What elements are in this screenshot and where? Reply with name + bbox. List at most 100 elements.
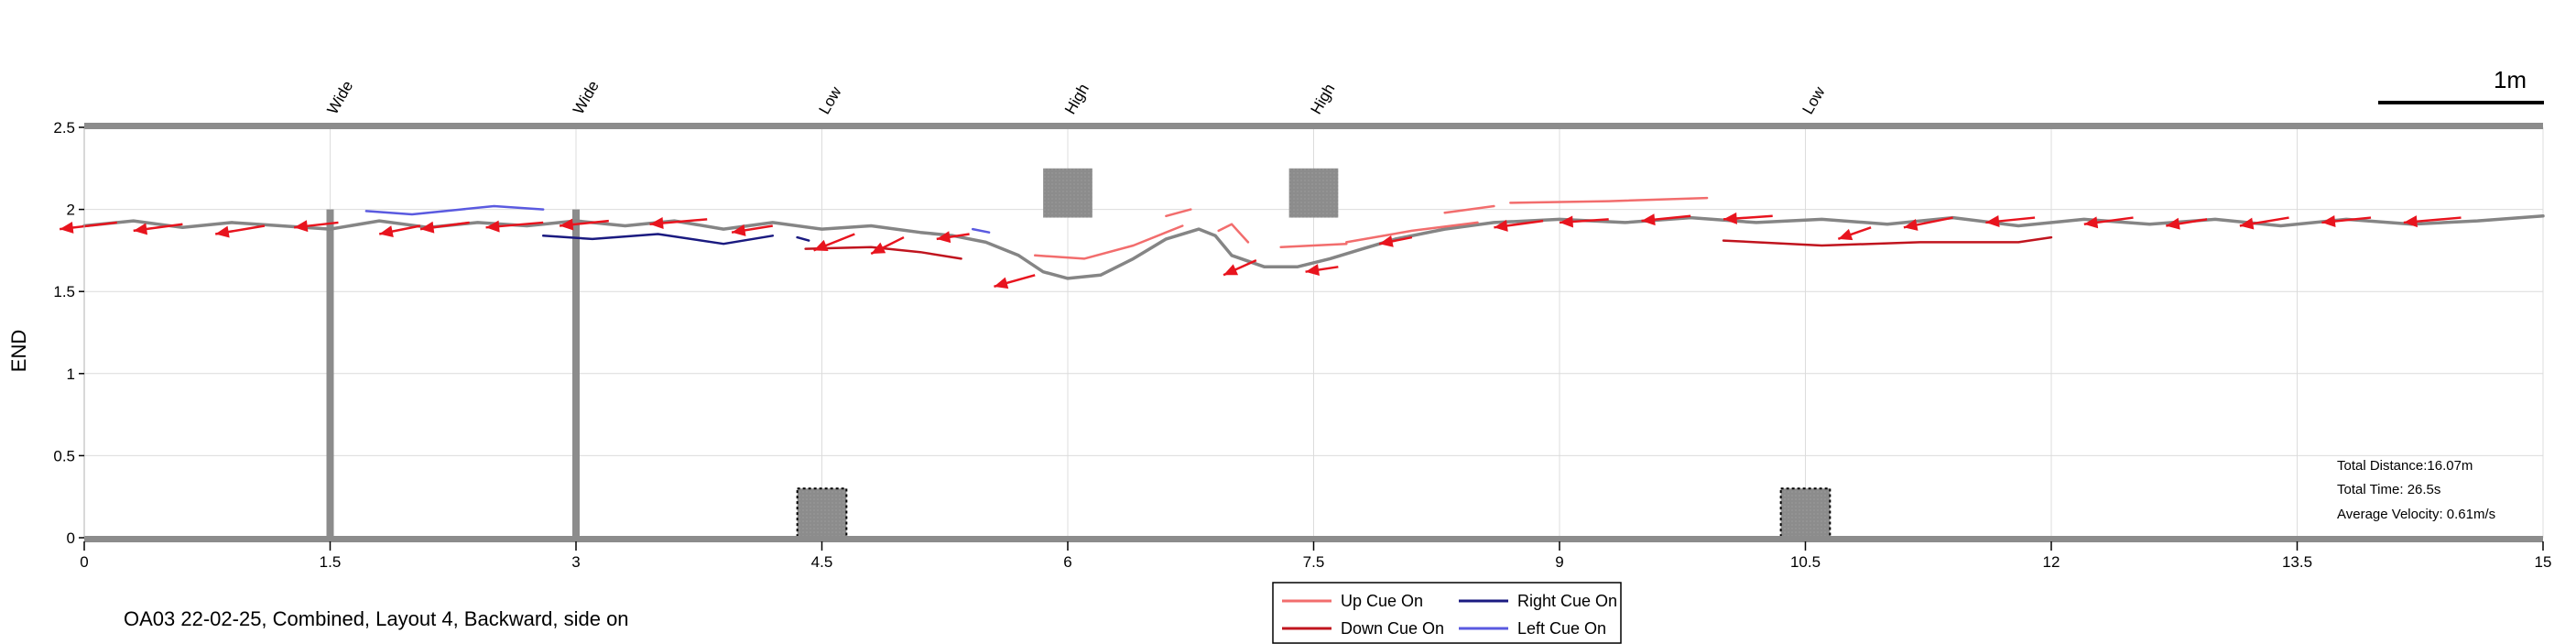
direction-arrow	[649, 216, 708, 229]
direction-arrow	[1559, 215, 1609, 228]
total-time: Total Time: 26.5s	[2337, 482, 2440, 497]
total-distance: Total Distance:16.07m	[2337, 458, 2473, 474]
direction-arrow	[870, 235, 905, 256]
arrow-head	[1838, 228, 1853, 241]
arrow-head	[813, 239, 829, 252]
series-up-segment	[1165, 208, 1192, 218]
legend-label-right: Right Cue On	[1517, 592, 1617, 610]
series-down-segment	[804, 246, 962, 260]
arrow-head	[215, 225, 230, 238]
legend: Up Cue On Right Cue On Down Cue On Left …	[1272, 582, 1622, 644]
y-tick-label: 0	[67, 529, 75, 547]
x-tick-label: 4.5	[811, 553, 833, 571]
scale-bar: 1m	[2378, 66, 2544, 104]
direction-arrow	[293, 220, 339, 233]
y-tick-label: 2	[67, 202, 75, 219]
plot-frame	[83, 123, 2543, 542]
pole-obstacle	[572, 209, 580, 538]
series-down-segment	[1722, 235, 2053, 247]
series-up-segment	[1443, 204, 1495, 214]
legend-label-down: Down Cue On	[1341, 619, 1444, 638]
direction-arrow	[419, 221, 470, 234]
scale-bar-label: 1m	[2494, 66, 2527, 93]
arrow-head	[1379, 235, 1394, 247]
direction-arrow	[133, 223, 183, 235]
series-up-segment	[1279, 242, 1348, 249]
low-block-obstacle	[1779, 487, 1831, 539]
series-right-segment	[541, 233, 775, 246]
high-block-obstacle	[1043, 168, 1092, 218]
direction-arrow	[936, 231, 970, 244]
zone-label: High	[1061, 81, 1092, 117]
arrow-head	[485, 220, 500, 233]
direction-arrow	[2083, 216, 2134, 229]
direction-arrow	[1903, 216, 1953, 231]
arrow-head	[2083, 216, 2099, 229]
arrow-head	[1305, 264, 1320, 276]
arrow-head	[1723, 212, 1738, 224]
legend-box	[1272, 582, 1622, 644]
direction-arrow	[559, 218, 609, 231]
x-tick-label: 7.5	[1303, 553, 1325, 571]
x-tick-label: 0	[80, 553, 88, 571]
direction-arrow	[485, 220, 544, 233]
series-up-segment	[1345, 221, 1479, 244]
legend-label-left: Left Cue On	[1517, 619, 1606, 638]
bottom-border	[84, 536, 2543, 542]
series-left-segment	[971, 227, 991, 234]
direction-arrow	[1305, 264, 1339, 276]
arrow-head	[1560, 215, 1574, 228]
direction-arrows	[60, 212, 2462, 289]
direction-arrow	[2403, 215, 2462, 228]
arrow-head	[1641, 213, 1656, 226]
x-tick-label: 9	[1555, 553, 1563, 571]
arrow-head	[2166, 217, 2180, 230]
y-tick-label: 0.5	[53, 447, 75, 464]
arrow-head	[379, 225, 394, 238]
series-up-segment	[1033, 224, 1184, 260]
direction-arrow	[994, 274, 1036, 289]
arrow-head	[994, 277, 1009, 289]
arrow-head	[560, 218, 574, 231]
direction-arrow	[2166, 217, 2208, 230]
zone-label: Low	[816, 83, 845, 117]
zone-label: Wide	[324, 78, 357, 117]
low-block-obstacle	[796, 487, 848, 539]
arrow-head	[871, 242, 886, 254]
direction-arrow	[1837, 226, 1872, 241]
x-tick-label: 10.5	[1790, 553, 1821, 571]
arrow-head	[1985, 214, 2000, 227]
direction-arrow	[2239, 216, 2289, 230]
pole-obstacle	[326, 209, 334, 538]
figure-caption: OA03 22-02-25, Combined, Layout 4, Backw…	[124, 607, 629, 630]
direction-arrow	[1223, 259, 1257, 277]
series-up-segment	[1217, 223, 1250, 244]
direction-arrow	[1641, 213, 1691, 226]
zone-label: Low	[1799, 83, 1829, 117]
arrow-head	[1494, 219, 1508, 232]
direction-arrow	[813, 233, 855, 252]
zone-label: Wide	[570, 78, 603, 117]
arrow-head	[60, 221, 74, 234]
x-tick-label: 13.5	[2282, 553, 2312, 571]
direction-arrow	[1985, 214, 2036, 227]
direction-arrow	[1723, 212, 1773, 224]
arrow-head	[1223, 264, 1239, 276]
direction-arrow	[378, 224, 421, 238]
arrow-head	[1903, 219, 1918, 231]
y-tick-label: 1	[67, 366, 75, 383]
arrow-head	[2321, 214, 2336, 227]
stats-box: Total Distance:16.07m Total Time: 26.5s …	[2337, 458, 2495, 522]
obstacles	[326, 168, 1831, 539]
zone-labels: Wide Wide Low High High Low	[324, 78, 1829, 117]
legend-label-up: Up Cue On	[1341, 592, 1423, 610]
x-tick-label: 15	[2535, 553, 2552, 571]
arrow-head	[732, 224, 746, 236]
x-tick-label: 1.5	[320, 553, 342, 571]
direction-arrow	[60, 221, 117, 234]
series-right-segment	[796, 235, 810, 242]
zone-label: High	[1308, 81, 1339, 117]
x-tick-label: 12	[2043, 553, 2060, 571]
direction-arrow	[214, 224, 266, 238]
